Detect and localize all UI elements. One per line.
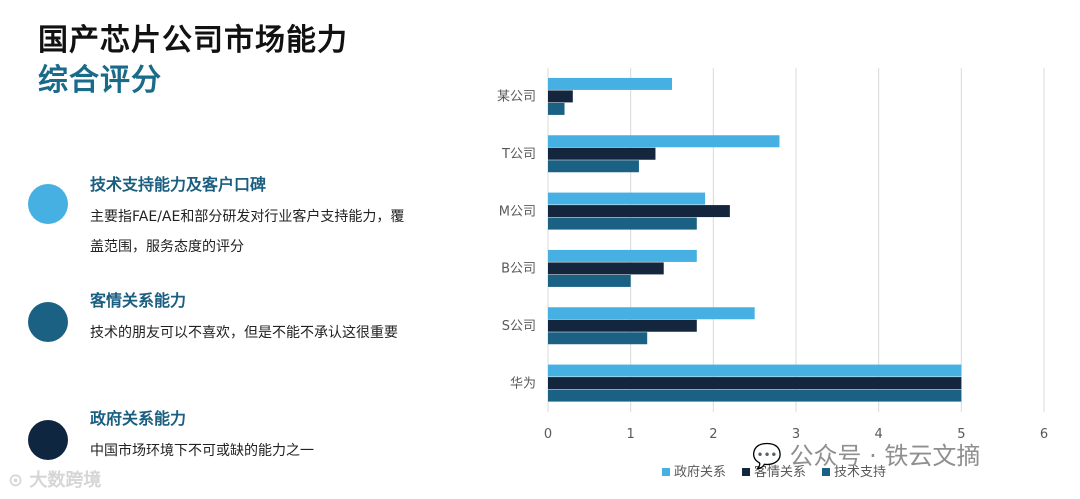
weibo-icon: ⊙ [8,470,24,491]
legend-label: 技术支持 [834,465,886,480]
legend-label: 客情关系 [754,464,806,480]
bar [548,389,962,402]
bar [548,205,730,218]
feature-heading: 客情关系能力 [90,291,187,310]
watermark-right: 💬 公众号 · 铁云文摘 [752,436,980,471]
feature-dot [28,302,68,342]
watermark-right-text: 公众号 · 铁云文摘 [789,442,981,470]
bar [548,319,697,332]
feature-description: 中国市场环境下不可或缺的能力之一 [90,443,314,459]
bar [548,217,697,230]
bar [548,77,672,90]
category-label: S公司 [502,319,536,334]
x-tick-label: 3 [792,427,800,442]
category-label: 某公司 [497,90,536,105]
page-subtitle: 综合评分 [38,63,162,98]
x-tick-label: 1 [627,427,635,442]
feature-dot [28,184,68,224]
bar [548,332,648,345]
bar [548,274,631,287]
bar [548,307,755,320]
legend-swatch [742,468,750,476]
feature-dot [28,420,68,460]
page-title: 国产芯片公司市场能力 [38,23,348,58]
bar [548,192,706,205]
bar [548,102,565,115]
bar [548,364,962,377]
category-label: T公司 [501,147,536,162]
watermark-left-text: 大数跨境 [29,470,102,491]
legend-swatch [822,468,830,476]
x-tick-label: 6 [1040,427,1048,442]
bar [548,147,656,160]
legend-label: 政府关系 [674,465,726,480]
category-label: B公司 [501,262,536,277]
x-tick-label: 4 [875,427,883,442]
feature-description: 技术的朋友可以不喜欢，但是不能不承认这很重要 [90,325,398,341]
wechat-icon: 💬 [752,442,782,470]
bar [548,377,962,390]
category-label: 华为 [510,376,536,391]
bar [548,262,664,275]
legend-swatch [662,468,670,476]
feature-heading: 技术支持能力及客户口碑 [90,175,267,194]
x-tick-label: 0 [544,427,552,442]
x-tick-label: 5 [957,427,965,442]
x-tick-label: 2 [709,427,717,442]
bar [548,90,573,103]
category-label: M公司 [499,204,536,219]
bar [548,160,639,173]
bar [548,249,697,262]
feature-heading: 政府关系能力 [90,409,187,428]
watermark-left: ⊙ 大数跨境 [8,466,101,492]
bar [548,135,780,148]
feature-description: 主要指FAE/AE和部分研发对行业客户支持能力，覆盖范围，服务态度的评分 [90,209,405,255]
